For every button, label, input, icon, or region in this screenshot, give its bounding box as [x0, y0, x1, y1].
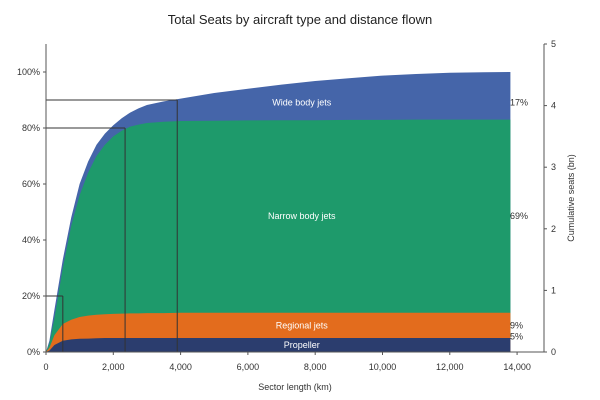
pct-narrow-body-jets: 69% — [510, 211, 528, 221]
label-propeller: Propeller — [284, 340, 320, 350]
x-tick-label: 10,000 — [369, 362, 397, 372]
pct-wide-body-jets: 17% — [510, 98, 528, 108]
x-tick-label: 2,000 — [102, 362, 125, 372]
y-left-tick-label: 40% — [22, 235, 40, 245]
x-tick-label: 4,000 — [169, 362, 192, 372]
y-left-tick-label: 80% — [22, 123, 40, 133]
y-right-tick-label: 5 — [551, 39, 556, 49]
y-right-axis-label: Cumulative seats (bn) — [566, 154, 576, 242]
reference-lines — [46, 99, 178, 352]
axes: 0% 20% 40% 60% 80% 100% 0 1 2 3 4 5 0 2,000 4,000 6,000… — [17, 39, 576, 392]
label-narrow-body-jets: Narrow body jets — [268, 211, 336, 221]
y-left-tick-label: 0% — [27, 347, 40, 357]
area-propeller — [46, 338, 511, 352]
y-right-tick-label: 0 — [551, 347, 556, 357]
x-tick-label: 8,000 — [304, 362, 327, 372]
y-right-tick-label: 2 — [551, 224, 556, 234]
chart-title: Total Seats by aircraft type and distanc… — [167, 12, 433, 27]
label-wide-body-jets: Wide body jets — [272, 98, 332, 108]
pct-propeller: 5% — [510, 331, 523, 341]
x-tick-label: 0 — [43, 362, 48, 372]
x-tick-label: 12,000 — [436, 362, 464, 372]
y-left-tick-label: 20% — [22, 291, 40, 301]
x-axis-label: Sector length (km) — [258, 382, 332, 392]
x-tick-label: 6,000 — [237, 362, 260, 372]
y-right-tick-label: 1 — [551, 285, 556, 295]
label-regional-jets: Regional jets — [276, 320, 329, 330]
pct-regional-jets: 9% — [510, 320, 523, 330]
y-left-tick-label: 60% — [22, 179, 40, 189]
y-right-tick-label: 4 — [551, 101, 556, 111]
area-narrow-body-jets — [46, 119, 511, 352]
area-layers — [46, 72, 511, 352]
series-labels: Propeller 5% Regional jets 9% Narrow body je… — [268, 98, 528, 350]
y-right-tick-label: 3 — [551, 162, 556, 172]
x-tick-label: 14,000 — [503, 362, 531, 372]
y-left-tick-label: 100% — [17, 67, 40, 77]
